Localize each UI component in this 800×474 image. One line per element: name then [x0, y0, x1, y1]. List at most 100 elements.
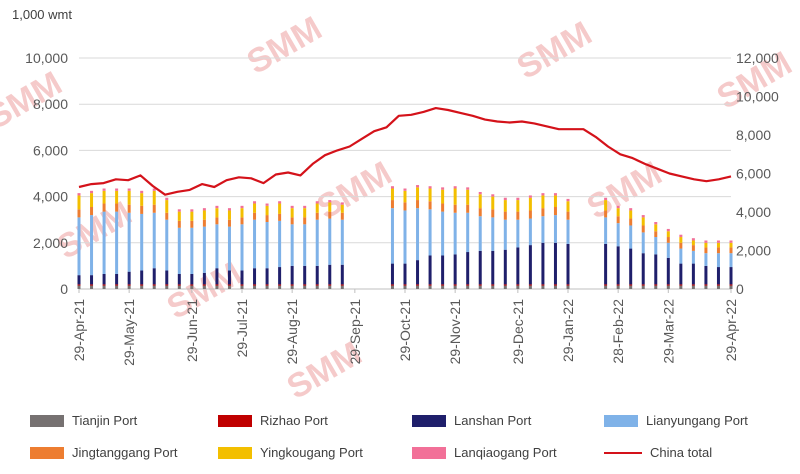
bar-segment	[716, 253, 720, 268]
bar-segment	[253, 268, 257, 285]
bar-segment	[340, 202, 344, 205]
bar-segment	[328, 285, 332, 289]
bar-segment	[629, 225, 633, 249]
bar-segment	[453, 188, 457, 205]
bar-segment	[428, 255, 432, 285]
bar-segment	[629, 285, 633, 289]
x-axis-tick-label: 29-Jun-21	[184, 299, 200, 362]
bar-segment	[704, 285, 708, 289]
bar-segment	[528, 195, 532, 198]
bar-segment	[303, 285, 307, 289]
bar-segment	[403, 188, 407, 191]
bar-segment	[190, 211, 194, 221]
right-axis-tick-label: 6,000	[736, 166, 771, 182]
bar-segment	[478, 216, 482, 251]
bar-segment	[491, 209, 495, 218]
right-axis: 0 2,000 4,000 6,000 8,000 10,000 12,000	[736, 50, 779, 297]
bar-segment	[616, 205, 620, 209]
bar-segment	[177, 273, 181, 285]
right-axis-tick-label: 0	[736, 281, 744, 297]
bar-segment	[403, 263, 407, 285]
bar-segment	[553, 206, 557, 216]
bar-segment	[403, 190, 407, 203]
bar-segment	[328, 202, 332, 212]
bar-segment	[265, 203, 269, 206]
bar-segment	[553, 285, 557, 289]
bar-segment	[165, 197, 169, 201]
bar-segment	[491, 217, 495, 251]
bar-segment	[278, 285, 282, 289]
bar-segment	[90, 193, 94, 207]
bar-segment	[516, 197, 520, 201]
bar-segment	[641, 232, 645, 254]
bar-segment	[403, 210, 407, 264]
bar-segment	[390, 186, 394, 189]
bar-segment	[541, 193, 545, 196]
bar-segment	[328, 218, 332, 265]
bar-segment	[77, 285, 81, 289]
bar-segment	[77, 209, 81, 218]
right-axis-tick-label: 12,000	[736, 50, 779, 66]
bar-segment	[115, 203, 119, 212]
bar-segment	[240, 285, 244, 289]
left-axis: 0 2,000 4,000 6,000 8,000 10,000	[25, 50, 68, 297]
bar-segment	[340, 285, 344, 289]
bar-segment	[290, 265, 294, 285]
bar-segment	[478, 285, 482, 289]
x-axis: 29-Apr-21 29-May-21 29-Jun-21 29-Jul-21 29-A…	[71, 289, 739, 366]
bar-segment	[290, 208, 294, 218]
legend-item-lianyungang: Lianyungang Port	[604, 412, 748, 428]
legend-label: Lianyungang Port	[646, 413, 748, 429]
bar-segment	[528, 197, 532, 211]
bar-segment	[541, 208, 545, 217]
legend-label: Yingkougang Port	[260, 445, 363, 461]
x-axis-tick-label: 29-Jul-21	[234, 299, 250, 358]
bar-segment	[604, 217, 608, 244]
bar-segment	[202, 272, 206, 285]
bar-segment	[466, 187, 470, 190]
bar-segment	[315, 219, 319, 266]
bar-segment	[265, 205, 269, 216]
bar-segment	[491, 285, 495, 289]
legend-line-swatch	[604, 451, 642, 454]
bar-segment	[641, 217, 645, 226]
legend-swatch	[218, 446, 252, 459]
bar-segment	[704, 240, 708, 243]
bar-segment	[202, 284, 206, 286]
watermark-text: SMM	[311, 154, 399, 227]
bar-segment	[390, 263, 394, 285]
bar-segment	[127, 188, 131, 191]
bar-segment	[491, 284, 495, 286]
bar-segment	[729, 285, 733, 289]
bar-segment	[616, 285, 620, 289]
right-axis-tick-label: 10,000	[736, 89, 779, 105]
bar-segment	[177, 284, 181, 286]
bar-segment	[140, 190, 144, 194]
bar-segment	[90, 206, 94, 216]
bar-segment	[716, 285, 720, 289]
bar-segment	[604, 285, 608, 289]
x-axis-tick-label: 29-Apr-22	[723, 299, 739, 361]
bar-segment	[453, 204, 457, 213]
bar-segment	[127, 271, 131, 285]
bar-segment	[315, 212, 319, 220]
bar-segment	[679, 248, 683, 264]
bar-segment	[102, 285, 106, 289]
bar-segment	[253, 201, 257, 204]
bar-segment	[102, 203, 106, 212]
bar-segment	[541, 216, 545, 243]
x-axis-tick-label: 29-Mar-22	[660, 299, 676, 364]
bar-segment	[328, 264, 332, 285]
bar-segment	[566, 243, 570, 285]
bar-segment	[202, 210, 206, 220]
bar-segment	[566, 285, 570, 289]
bar-segment	[177, 211, 181, 221]
x-axis-tick-label: 29-Apr-21	[71, 299, 87, 361]
bar-segment	[202, 219, 206, 227]
bar-segment	[641, 284, 645, 286]
bar-segment	[704, 253, 708, 266]
bar-segment	[503, 249, 507, 285]
left-axis-tick-label: 2,000	[33, 235, 68, 251]
legend-label: Lanqiaogang Port	[454, 445, 557, 461]
bar-segment	[478, 194, 482, 209]
